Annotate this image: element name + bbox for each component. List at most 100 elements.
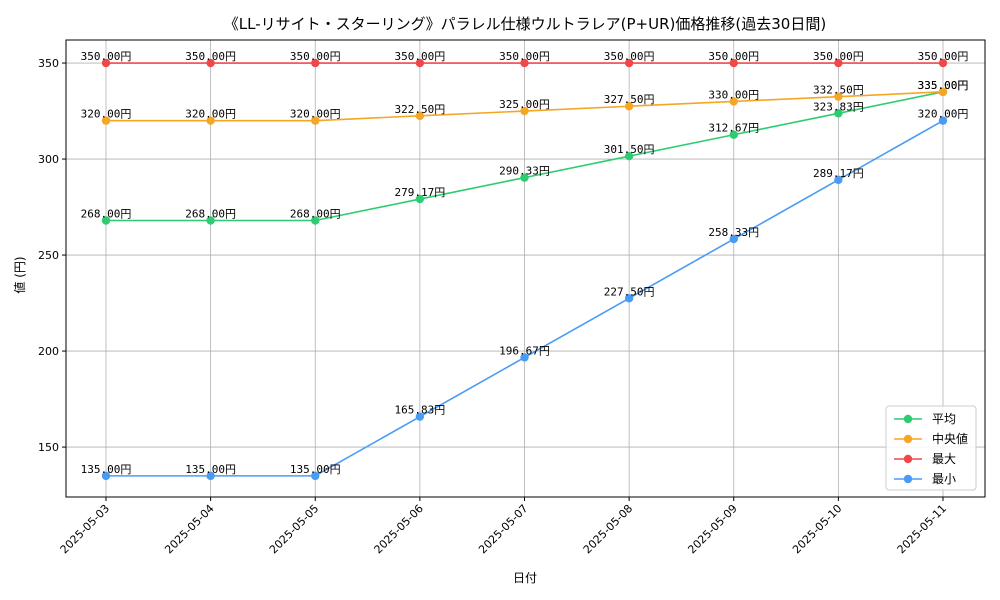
data-label: 135.00円	[290, 463, 341, 476]
data-point	[834, 175, 843, 185]
data-label: 350.00円	[81, 50, 132, 63]
data-label: 312.67円	[708, 122, 759, 135]
data-label: 135.00円	[185, 463, 236, 476]
data-label: 350.00円	[185, 50, 236, 63]
data-point	[624, 294, 634, 303]
y-axis-label: 値 (円)	[12, 256, 27, 293]
data-point	[206, 116, 215, 125]
x-tick-label: 2025-05-07	[476, 502, 530, 556]
data-point	[729, 234, 738, 244]
data-label: 165.83円	[395, 404, 446, 417]
data-point	[101, 216, 111, 225]
data-point	[938, 116, 948, 125]
data-labels: 268.00円 268.00円 268.00円 279.17円 290.33円 301.5…	[81, 50, 969, 476]
legend-marker	[903, 474, 913, 484]
data-point	[520, 173, 529, 182]
data-label: 322.50円	[395, 103, 446, 116]
data-point	[415, 194, 425, 204]
plot-frame	[65, 39, 986, 498]
data-point	[311, 58, 320, 68]
data-label: 350.00円	[290, 50, 341, 63]
data-label: 320.00円	[185, 108, 236, 121]
legend-entry: 平均	[932, 412, 956, 426]
data-point	[624, 151, 634, 161]
data-point	[206, 216, 215, 225]
x-tick-label: 2025-05-10	[790, 502, 844, 556]
x-tick-label: 2025-05-03	[58, 502, 112, 556]
data-label: 279.17円	[395, 186, 446, 199]
data-label: 320.00円	[290, 108, 341, 121]
x-tick-label: 2025-05-04	[162, 502, 216, 556]
data-label: 330.00円	[708, 88, 759, 101]
data-label: 350.00円	[918, 50, 969, 63]
data-point	[101, 471, 111, 481]
data-label: 350.00円	[813, 50, 864, 63]
data-label: 323.83円	[813, 100, 864, 113]
data-point	[834, 92, 843, 101]
data-point	[311, 116, 320, 125]
x-axis-label: 日付	[513, 571, 537, 585]
data-label: 332.50円	[813, 84, 864, 97]
data-label: 227.50円	[604, 285, 655, 298]
data-label: 325.00円	[499, 98, 550, 111]
axes: 2025-05-03 2025-05-04 2025-05-05 2025-05-06…	[38, 39, 986, 556]
data-label: 301.50円	[604, 143, 655, 156]
data-point	[206, 58, 215, 68]
x-tick-label: 2025-05-08	[581, 502, 635, 556]
x-tick-label: 2025-05-05	[267, 502, 321, 556]
data-point	[624, 58, 634, 68]
data-point	[520, 58, 529, 68]
data-point	[624, 102, 634, 111]
data-label: 350.00円	[499, 50, 550, 63]
data-label: 350.00円	[708, 50, 759, 63]
data-point	[834, 58, 843, 68]
data-label: 289.17円	[813, 167, 864, 180]
data-label: 290.33円	[499, 165, 550, 178]
chart-title: 《LL-リサイト・スターリング》パラレル仕様ウルトラレア(P+UR)価格推移(過…	[224, 15, 826, 33]
data-point	[415, 412, 425, 421]
data-point	[101, 116, 111, 125]
y-tick-label: 150	[38, 441, 59, 454]
x-tick-label: 2025-05-09	[685, 502, 739, 556]
data-point	[520, 353, 529, 362]
y-tick-label: 350	[38, 57, 59, 70]
data-label: 320.00円	[918, 108, 969, 121]
y-tick-label: 250	[38, 249, 59, 262]
data-point	[938, 58, 948, 68]
data-label: 320.00円	[81, 108, 132, 121]
data-label: 350.00円	[604, 50, 655, 63]
data-label: 335.00円	[918, 79, 969, 92]
data-point	[415, 111, 425, 121]
data-label: 268.00円	[81, 207, 132, 220]
legend-marker	[903, 414, 913, 424]
data-point	[206, 471, 215, 481]
data-point	[311, 216, 320, 225]
data-label: 196.67円	[499, 344, 550, 357]
data-label: 268.00円	[290, 207, 341, 220]
y-tick-label: 300	[38, 153, 59, 166]
data-label: 350.00円	[395, 50, 446, 63]
data-point	[415, 58, 425, 68]
data-label: 335.00円	[918, 79, 969, 92]
legend-marker	[903, 454, 913, 464]
legend-entry: 中央値	[932, 431, 968, 446]
series	[101, 58, 948, 481]
data-label: 258.33円	[708, 226, 759, 239]
data-point	[311, 471, 320, 481]
data-point	[729, 58, 738, 68]
data-point	[729, 130, 738, 139]
x-tick-label: 2025-05-11	[895, 502, 949, 556]
legend-box	[885, 405, 977, 491]
data-point	[834, 109, 843, 118]
data-label: 135.00円	[81, 463, 132, 476]
data-point	[101, 58, 111, 68]
data-label: 268.00円	[185, 207, 236, 220]
data-point	[729, 97, 738, 106]
legend-entry: 最大	[932, 452, 956, 466]
legend-entry: 最小	[932, 472, 956, 486]
data-point	[938, 87, 948, 97]
legend-marker	[903, 434, 913, 444]
